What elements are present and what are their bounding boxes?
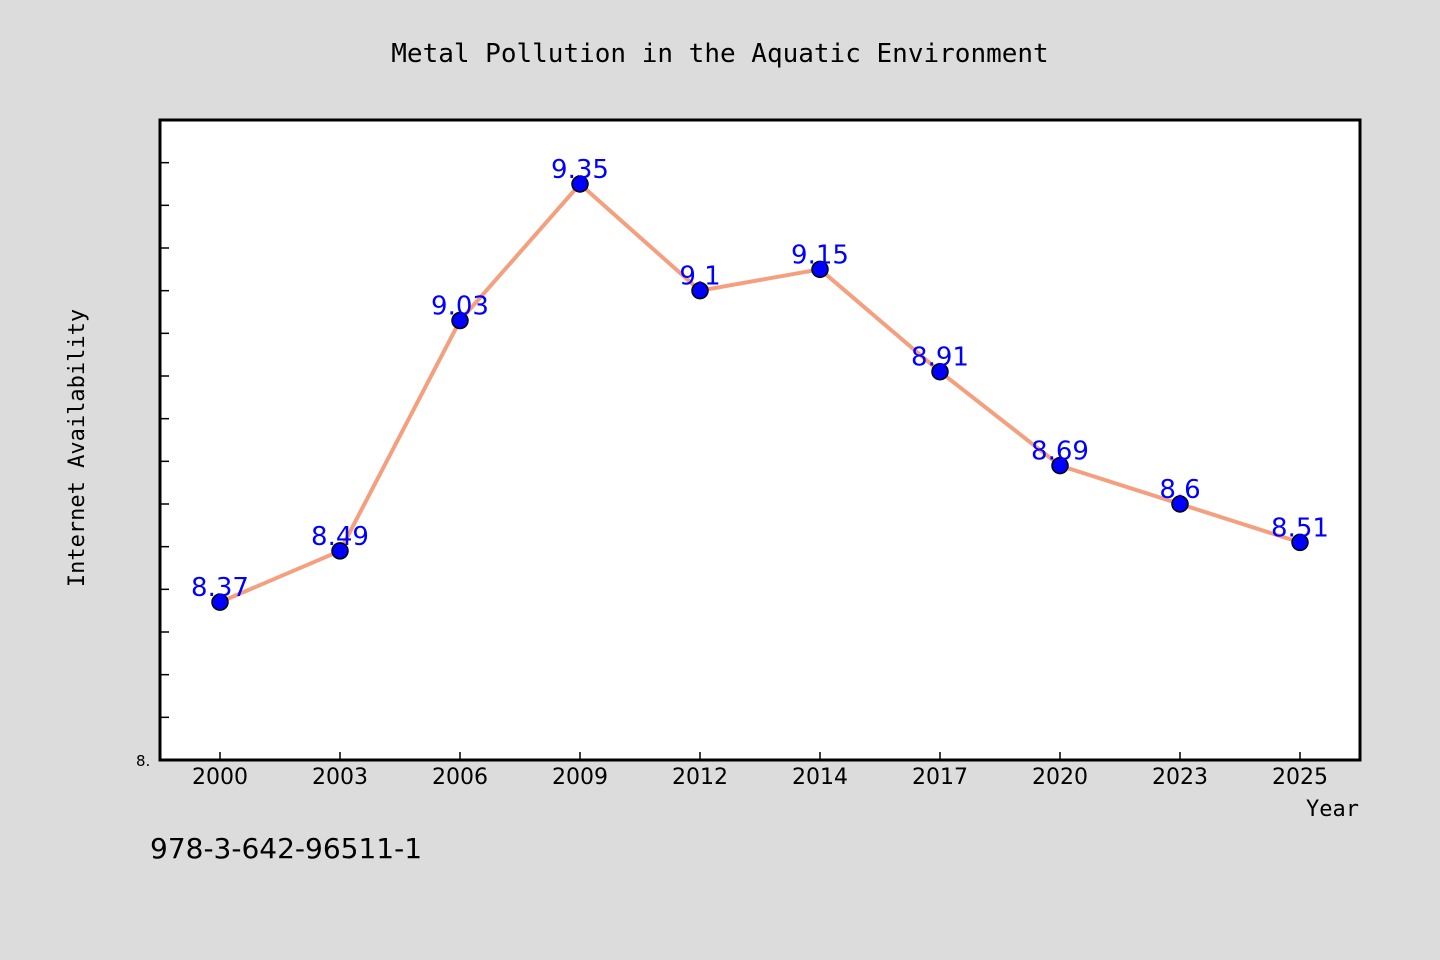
plot-area: [158, 118, 1362, 762]
data-label: 8.49: [311, 522, 369, 552]
x-axis-title: Year: [1306, 797, 1359, 822]
x-tick-label: 2000: [192, 765, 248, 790]
data-point: [571, 175, 589, 193]
y-tick-label: 8.: [136, 752, 150, 770]
data-label: 9.15: [791, 240, 849, 270]
data-point: [451, 311, 469, 330]
data-point: [331, 542, 349, 560]
x-tick-label: 2012: [672, 765, 728, 790]
x-tick-label: 2023: [1152, 765, 1208, 790]
series-layer: 8.37 8.49 9.03 9.35 9.1 9.15 8.91 8.69 8.6 8.51: [191, 155, 1329, 611]
x-tick-label: 2017: [912, 765, 968, 790]
isbn-footer: 978-3-642-96511-1: [150, 832, 423, 865]
x-tick-label: 2009: [552, 765, 608, 790]
data-label: 9.1: [679, 262, 720, 292]
data-point: [211, 593, 229, 611]
data-label: 8.6: [1159, 475, 1200, 505]
data-label: 9.35: [551, 155, 609, 185]
data-label: 8.91: [911, 343, 969, 373]
chart-title: Metal Pollution in the Aquatic Environme…: [391, 39, 1048, 69]
x-tick-label: 2003: [312, 765, 368, 790]
data-point: [691, 281, 709, 300]
y-axis-title: Internet Availability: [65, 309, 90, 587]
x-tick-label: 2020: [1032, 765, 1088, 790]
x-tick-label: 2014: [792, 765, 848, 790]
data-label: 8.37: [191, 573, 249, 603]
series-line: [219, 182, 1301, 604]
data-label: 8.51: [1271, 513, 1329, 543]
data-point: [931, 362, 949, 381]
x-axis-ticks: 2000 2003 2006 2009 2012 2014 2017 2020 2023 2025: [192, 752, 1328, 790]
y-axis-ticks: [160, 161, 169, 719]
x-tick-label: 2006: [432, 765, 488, 790]
data-label: 8.69: [1031, 437, 1089, 467]
data-label: 9.03: [431, 292, 489, 322]
data-point: [811, 260, 829, 279]
data-point: [1171, 495, 1189, 513]
data-point: [1051, 456, 1069, 475]
data-point: [1291, 533, 1309, 552]
x-tick-label: 2025: [1272, 765, 1328, 790]
